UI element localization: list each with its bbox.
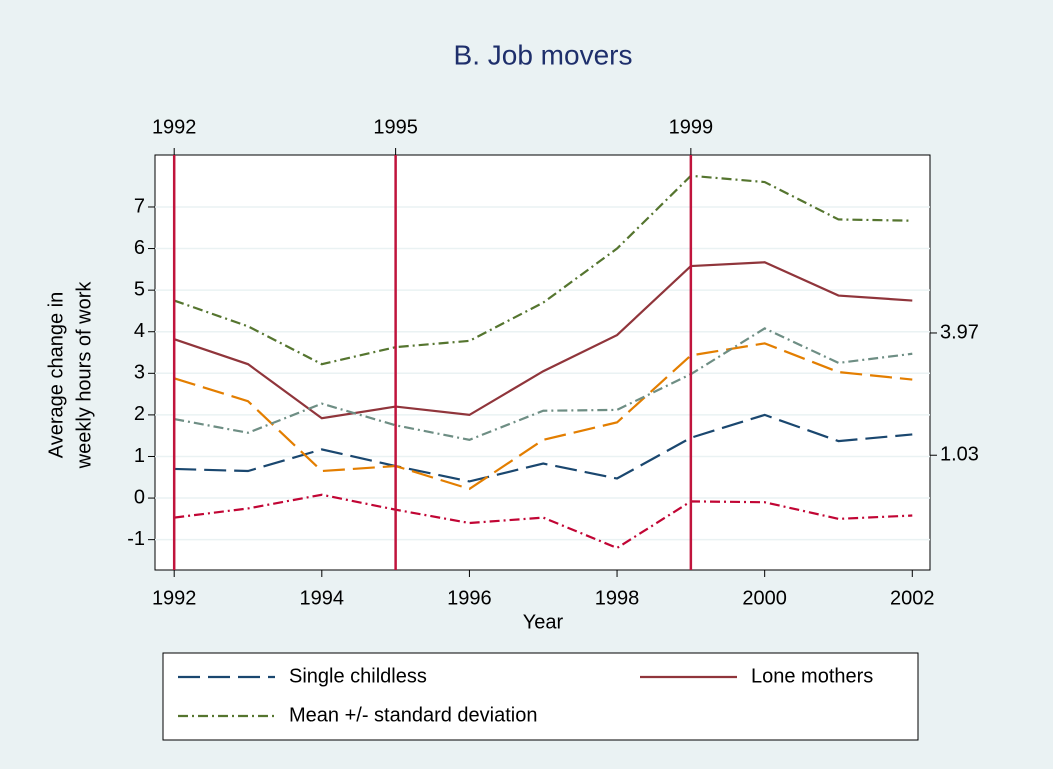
y-axis-label: weekly hours of work <box>73 281 95 470</box>
legend-label: Single childless <box>289 665 427 687</box>
x-tick-label: 1998 <box>595 587 640 609</box>
y-tick-label: 2 <box>134 403 145 425</box>
x-tick-label: 1992 <box>152 587 197 609</box>
chart-title: B. Job movers <box>454 39 633 70</box>
x-tick-label: 2002 <box>890 587 935 609</box>
legend-label: Lone mothers <box>751 665 873 687</box>
y-tick-label: 1 <box>134 445 145 467</box>
x-axis-label: Year <box>523 611 564 633</box>
y-tick-label: -1 <box>127 528 145 550</box>
series-line <box>173 327 913 441</box>
series-line <box>173 174 913 366</box>
legend-label: Mean +/- standard deviation <box>289 704 538 726</box>
y-tick-label: 6 <box>134 237 145 259</box>
y-axis-label: Average change in <box>45 292 67 458</box>
series-line <box>174 493 913 550</box>
y2-tick-label: 3.97 <box>940 321 979 343</box>
series-line <box>174 413 913 483</box>
series-line <box>173 342 913 491</box>
y-tick-label: 0 <box>134 486 145 508</box>
y-tick-label: 3 <box>134 362 145 384</box>
plot-area <box>154 154 931 571</box>
y-tick-label: 4 <box>134 320 145 342</box>
x-tick-label: 1996 <box>447 587 492 609</box>
y2-tick-label: 1.03 <box>940 444 979 466</box>
legend-box <box>162 652 919 741</box>
x-tick-label: 1994 <box>300 587 345 609</box>
y-tick-label: 5 <box>134 278 145 300</box>
x2-tick-label: 1995 <box>373 116 418 138</box>
x2-tick-label: 1999 <box>669 116 714 138</box>
y-tick-label: 7 <box>134 195 145 217</box>
series-line <box>173 261 913 420</box>
x-tick-label: 2000 <box>742 587 787 609</box>
x2-tick-label: 1992 <box>152 116 197 138</box>
